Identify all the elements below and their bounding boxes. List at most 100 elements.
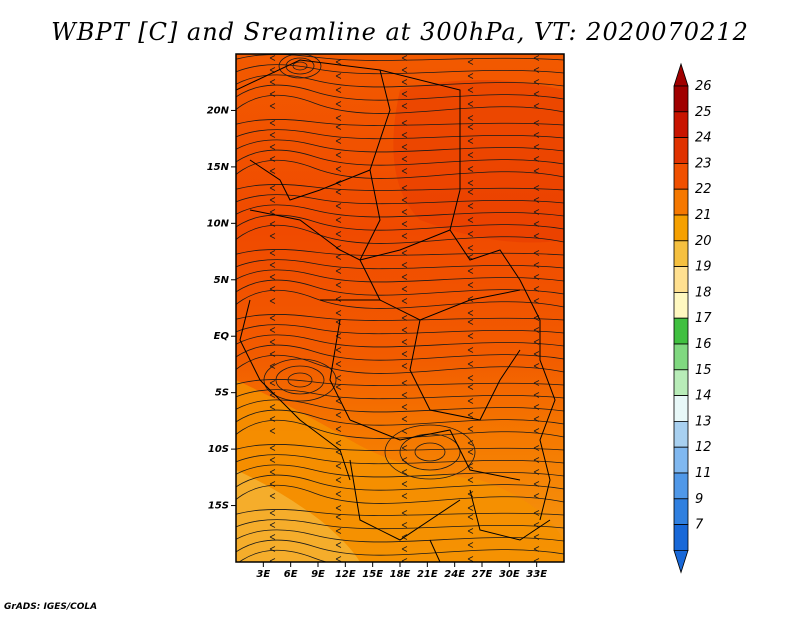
streamline-arrow [401, 363, 408, 369]
streamline-arrow [335, 268, 342, 274]
streamline-arrow [467, 384, 474, 390]
streamline-arrow [467, 310, 474, 316]
streamline-arrow [401, 67, 408, 73]
chart-title: WBPT [C] and Sreamline at 300hPa, VT: 20… [51, 18, 749, 46]
streamline-arrow [401, 327, 408, 333]
grads-credit: GrADS: IGES/COLA [4, 602, 98, 612]
streamline-arrow [269, 168, 276, 174]
streamline-arrow [335, 124, 342, 130]
lat-tick-label: 15N [207, 162, 230, 173]
streamline-arrow [335, 528, 342, 534]
streamline-arrow [401, 250, 408, 256]
map-plot-area [236, 54, 564, 562]
streamline-arrow [335, 59, 342, 65]
colorbar-swatch [673, 111, 689, 139]
streamline [236, 119, 564, 126]
streamline [236, 399, 564, 413]
streamline-arrow [269, 298, 276, 304]
streamline-arrow [269, 363, 276, 369]
streamline-arrow [269, 493, 276, 499]
streamline-arrow [467, 101, 474, 107]
circulation-ring [414, 442, 446, 462]
streamline-arrow [269, 510, 276, 516]
streamline-arrow [533, 79, 540, 85]
streamline-arrow [269, 339, 276, 345]
colorbar-swatch [673, 498, 689, 525]
streamline-arrow [401, 197, 408, 203]
lat-tick-label: 20N [207, 105, 230, 116]
streamline-arrow [533, 250, 540, 256]
streamline-arrow [533, 168, 540, 174]
streamline-arrow [401, 351, 408, 357]
streamline-arrow [269, 315, 276, 321]
streamline-arrow [533, 339, 540, 345]
streamline-arrow [401, 103, 408, 109]
lon-tick-label: 3E [256, 569, 270, 580]
colorbar-swatch [673, 369, 689, 396]
streamline-arrow [533, 185, 540, 191]
colorbar-swatch [673, 188, 689, 216]
streamline-arrow [533, 445, 540, 451]
lon-tick-label: 33E [526, 569, 547, 580]
streamline-arrow [401, 469, 408, 475]
streamline-arrow [533, 416, 540, 422]
circulation-ring [285, 57, 315, 75]
streamline-arrow [335, 491, 342, 497]
streamline-arrow [401, 298, 408, 304]
streamline-arrow [533, 457, 540, 463]
streamline-arrow [467, 166, 474, 172]
streamline [236, 484, 564, 504]
streamline-arrow [401, 168, 408, 174]
streamline-arrow [533, 522, 540, 528]
streamline-arrow [401, 493, 408, 499]
streamline-arrow [533, 392, 540, 398]
streamline-arrow [269, 79, 276, 85]
streamline-arrow [467, 189, 474, 195]
colorbar-label: 17 [695, 311, 712, 326]
circulation-ring [275, 365, 325, 395]
streamline-arrow [467, 203, 474, 209]
streamline-arrow [533, 534, 540, 540]
streamline [236, 324, 564, 335]
streamline-arrow [335, 87, 342, 93]
lon-tick-label: 30E [499, 569, 520, 580]
lat-tick-label: EQ [214, 331, 230, 342]
streamline-arrow [269, 250, 276, 256]
streamline-arrow [269, 144, 276, 150]
streamline-arrow [335, 556, 342, 562]
streamline-arrow [401, 79, 408, 85]
streamline-arrow [401, 221, 408, 227]
streamline [236, 334, 564, 348]
colorbar-swatch [673, 472, 689, 500]
streamline [236, 454, 564, 465]
streamline-arrow [269, 103, 276, 109]
streamline-arrow [533, 546, 540, 552]
streamline [236, 194, 564, 205]
colorbar-label: 11 [695, 466, 712, 481]
streamline-arrow [533, 221, 540, 227]
streamline [236, 409, 564, 426]
streamline-arrow [467, 152, 474, 158]
streamline-arrow [467, 528, 474, 534]
streamline-arrow [335, 463, 342, 469]
streamline [236, 354, 564, 374]
streamline-arrow [533, 493, 540, 499]
streamline-arrow [467, 231, 474, 237]
streamline-arrow [467, 73, 474, 79]
streamline [236, 529, 564, 543]
streamline-arrow [467, 398, 474, 404]
streamline-arrow [533, 286, 540, 292]
streamline-arrow [533, 404, 540, 410]
colorbar-label: 15 [695, 363, 712, 378]
streamline-arrow [533, 351, 540, 357]
lon-tick-label: 9E [311, 569, 325, 580]
streamline [236, 74, 564, 88]
streamline [236, 314, 564, 321]
colorbar-label: 26 [695, 79, 712, 94]
colorbar-label: 7 [695, 518, 704, 533]
streamline [236, 519, 564, 530]
streamline-arrow [533, 510, 540, 516]
streamline [236, 474, 564, 491]
streamline-arrow [533, 144, 540, 150]
streamline-arrow [269, 55, 276, 61]
